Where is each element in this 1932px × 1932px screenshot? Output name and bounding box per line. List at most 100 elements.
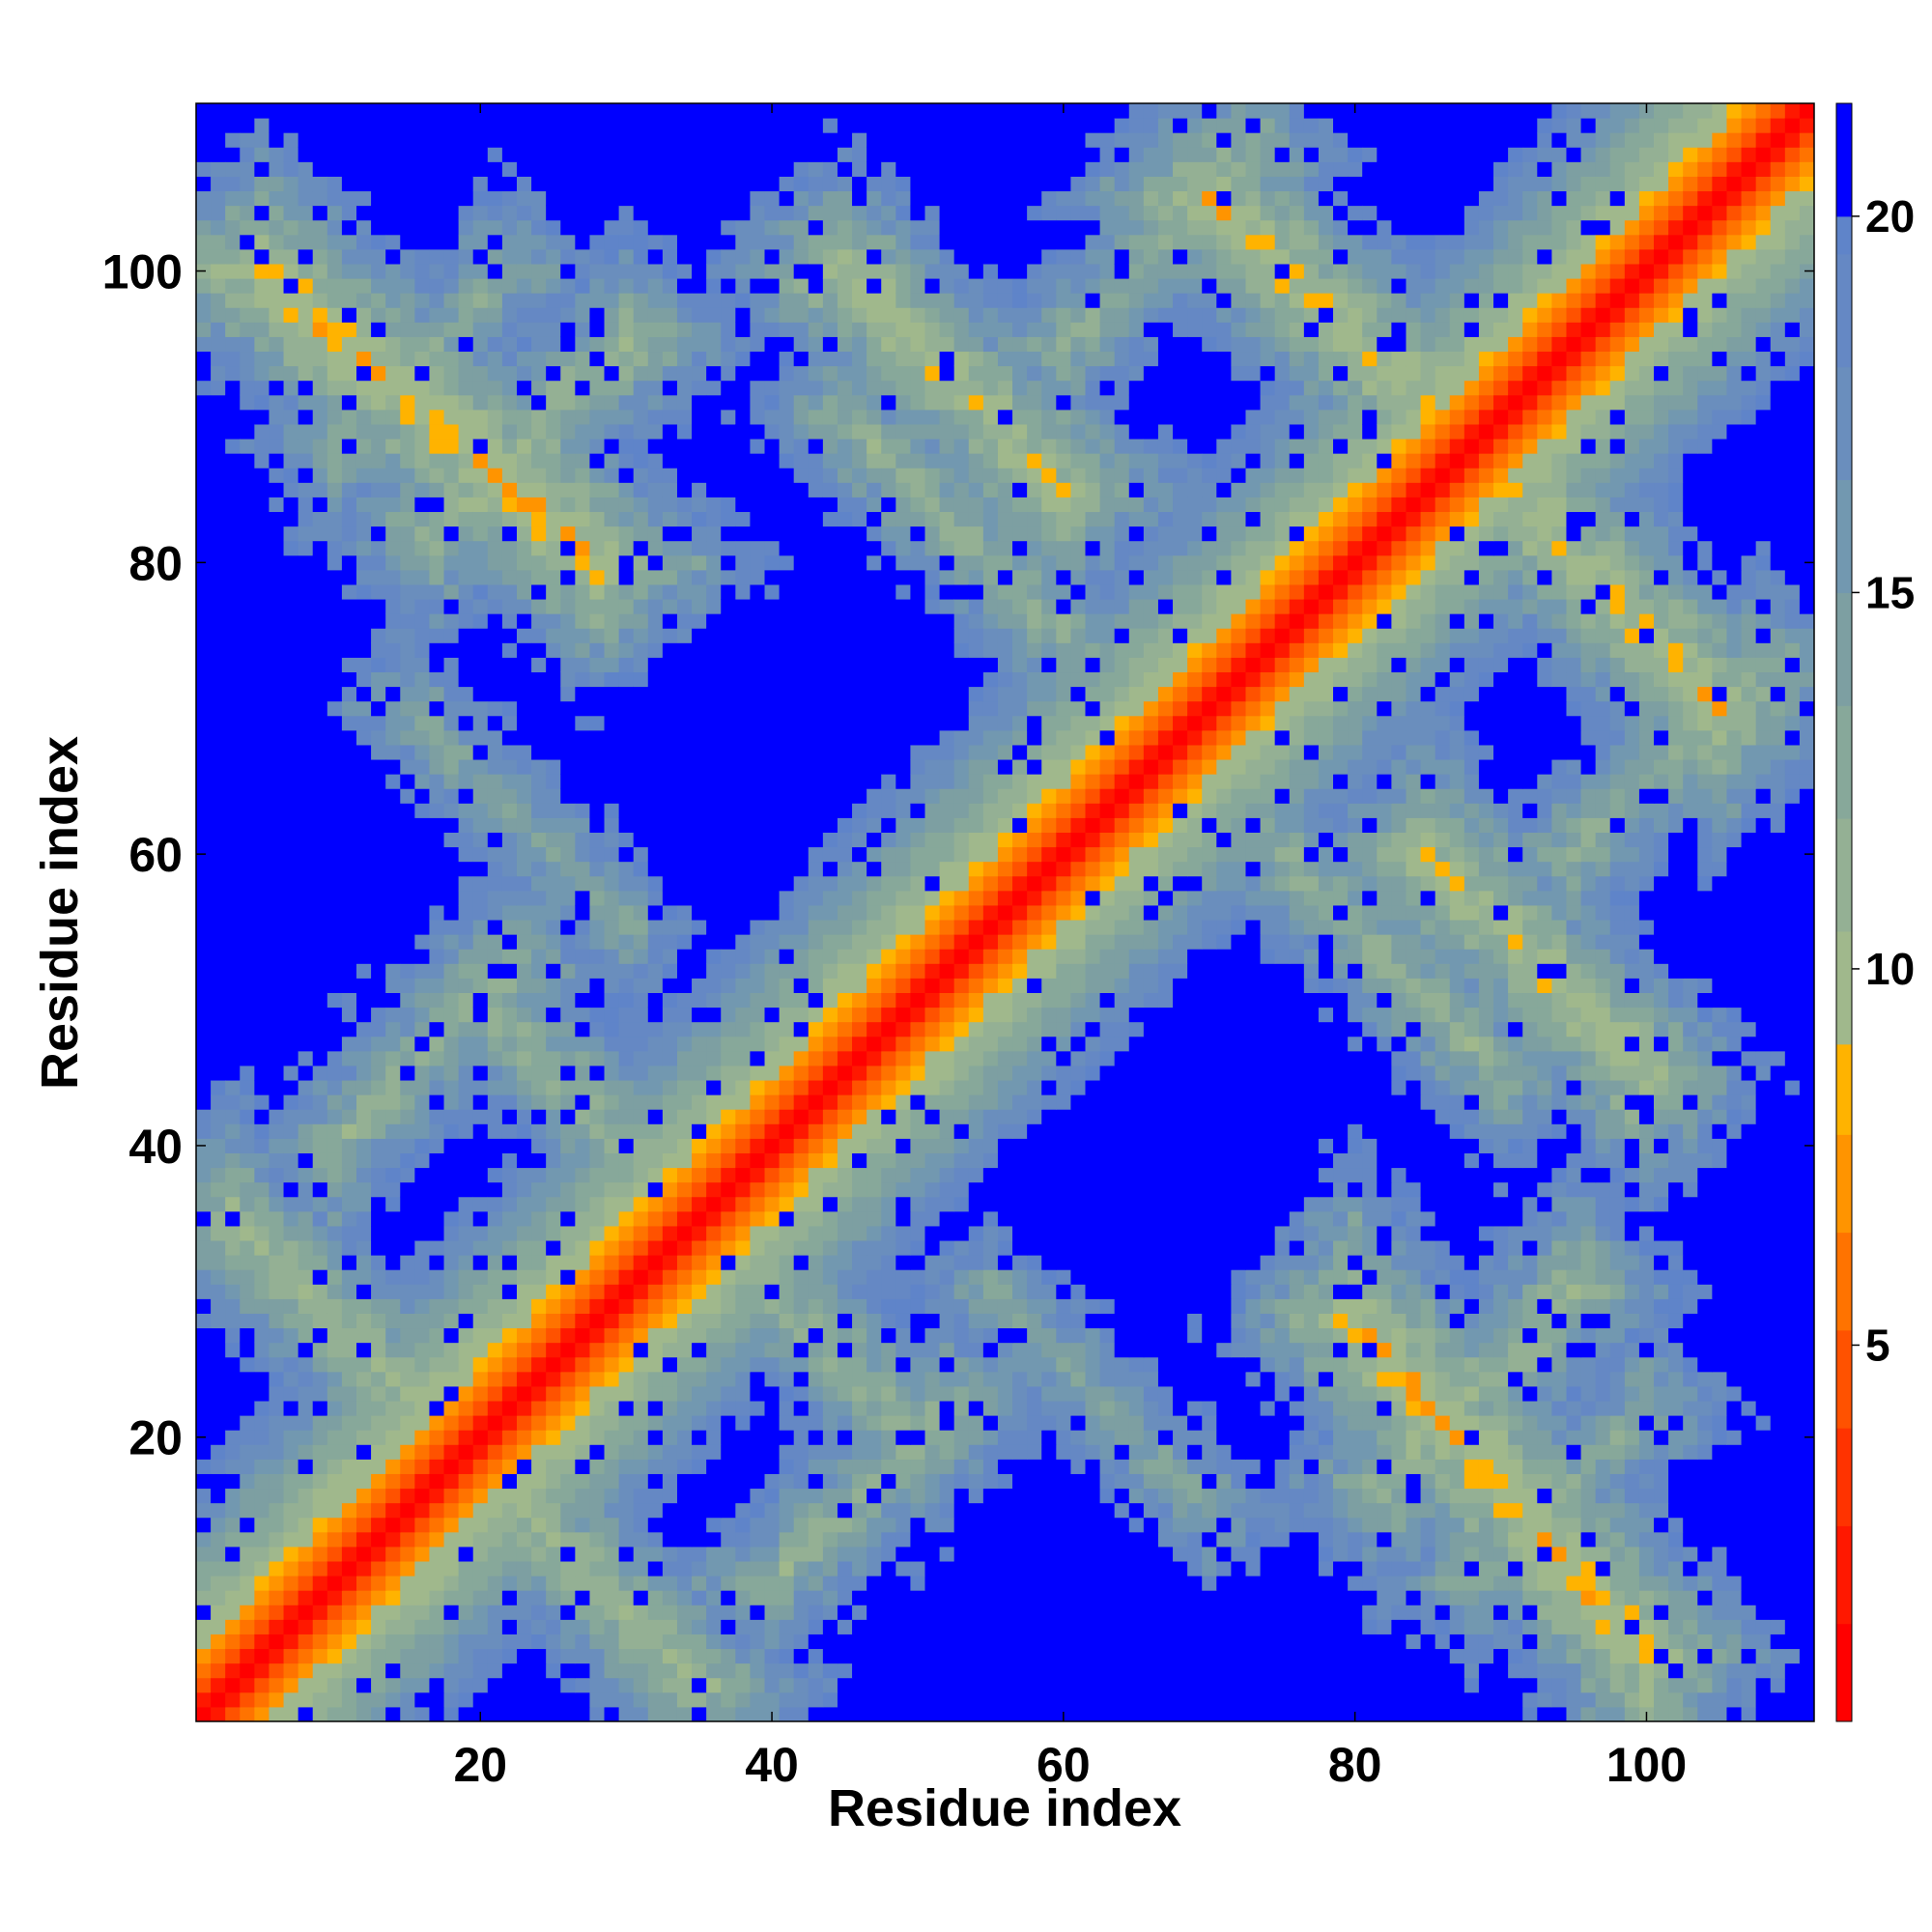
heatmap-cell [706,1356,722,1373]
heatmap-cell [225,1531,241,1548]
heatmap-cell [560,1605,576,1620]
heatmap-cell [1056,1430,1071,1445]
heatmap-cell [1128,1605,1145,1620]
heatmap-cell [1508,1561,1523,1577]
heatmap-cell [341,1531,357,1548]
heatmap-cell [1726,1677,1743,1693]
heatmap-cell [458,1109,474,1124]
heatmap-cell [1070,1590,1086,1605]
heatmap-cell [1303,1444,1320,1460]
heatmap-cell [1770,1444,1786,1460]
heatmap-cell [1377,1401,1392,1416]
heatmap-cell [355,468,372,483]
heatmap-cell [327,832,343,848]
heatmap-cell [560,949,576,964]
heatmap-cell [1595,1371,1611,1387]
heatmap-cell [371,1662,386,1679]
heatmap-cell [283,1444,299,1460]
heatmap-cell [487,1648,503,1664]
heatmap-cell [692,1546,707,1562]
heatmap-cell [516,1298,532,1314]
heatmap-cell [501,1240,518,1256]
heatmap-cell [531,832,547,848]
heatmap-cell [269,439,285,454]
heatmap-cell [1245,1459,1262,1474]
heatmap-cell [1348,1502,1363,1519]
heatmap-cell [516,1430,532,1445]
heatmap-cell [1187,1605,1203,1620]
heatmap-cell [1406,1561,1422,1577]
heatmap-cell [982,1517,999,1533]
heatmap-cell [1638,1619,1655,1634]
heatmap-cell [298,1401,314,1416]
heatmap-cell [531,934,547,950]
heatmap-cell [633,1634,649,1650]
heatmap-cell [546,190,561,207]
heatmap-cell [1027,1531,1042,1548]
heatmap-cell [692,1401,707,1416]
heatmap-cell [429,1430,445,1445]
heatmap-cell [254,1356,270,1373]
heatmap-cell [225,1138,241,1153]
heatmap-cell [269,1021,285,1037]
heatmap-cell [895,1619,911,1634]
heatmap-cell [546,1502,561,1519]
heatmap-cell [881,1502,896,1519]
heatmap-cell [1303,1706,1320,1722]
heatmap-cell [1274,1590,1291,1605]
heatmap-cell [283,1546,299,1562]
heatmap-cell [1595,1488,1611,1504]
heatmap-cell [1478,1619,1494,1634]
heatmap-cell [355,875,372,892]
heatmap-cell [225,482,241,497]
heatmap-cell [371,978,386,993]
heatmap-cell [385,263,401,279]
heatmap-cell [429,846,445,863]
heatmap-cell [1493,1576,1509,1591]
heatmap-cell [341,875,357,892]
heatmap-cell [1216,1662,1232,1679]
heatmap-cell [968,1444,984,1460]
heatmap-cell [283,1196,299,1212]
heatmap-cell [240,1138,255,1153]
heatmap-cell [1435,1677,1451,1693]
heatmap-cell [1303,1401,1320,1416]
heatmap-cell [1027,1385,1042,1402]
heatmap-cell [1348,1459,1363,1474]
heatmap-cell [355,1576,372,1591]
heatmap-cell [953,1473,970,1490]
heatmap-cell [1683,1648,1698,1664]
heatmap-cell [341,1138,357,1153]
heatmap-cell [443,147,460,162]
heatmap-cell [1624,1371,1640,1387]
heatmap-cell [1157,1619,1174,1634]
heatmap-cell [196,1648,212,1664]
heatmap-cell [429,336,445,353]
heatmap-cell [443,1284,460,1299]
heatmap-cell [1799,1662,1815,1679]
heatmap-cell [982,1459,999,1474]
heatmap-cell [1070,1385,1086,1402]
heatmap-cell [400,759,415,775]
heatmap-cell [997,1517,1013,1533]
heatmap-cell [764,1605,781,1620]
heatmap-cell [414,322,430,337]
heatmap-cell [1377,1444,1392,1460]
heatmap-cell [312,468,328,483]
heatmap-cell [546,307,561,323]
heatmap-cell [546,394,561,411]
heatmap-cell [1726,1531,1743,1548]
heatmap-cell [385,205,401,221]
heatmap-cell [1580,1430,1597,1445]
heatmap-cell [1697,1648,1713,1664]
heatmap-cell [1099,1634,1116,1650]
heatmap-cell [546,161,561,177]
heatmap-cell [1537,1605,1552,1620]
heatmap-cell [1420,1459,1436,1474]
heatmap-cell [560,1488,576,1504]
heatmap-cell [312,1050,328,1066]
heatmap-cell [414,832,430,848]
heatmap-cell [968,1531,984,1548]
heatmap-cell [341,963,357,979]
heatmap-cell [881,1662,896,1679]
